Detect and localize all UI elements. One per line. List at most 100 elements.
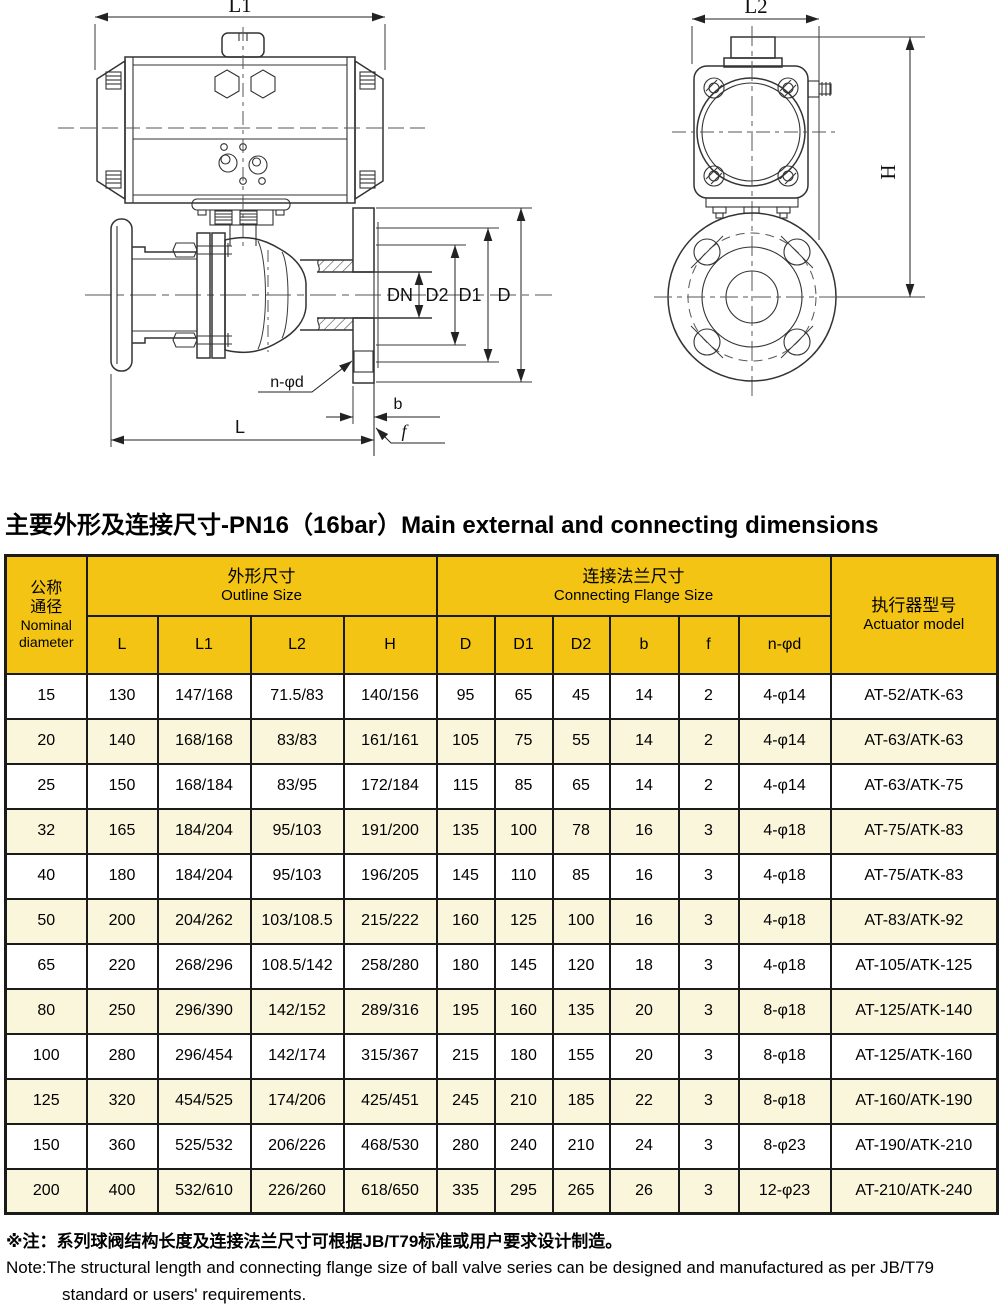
- dimension-cell: 4-φ14: [737, 672, 832, 720]
- header-actuator-zh: 执行器型号: [871, 595, 957, 615]
- dimension-cell: 289/316: [342, 987, 438, 1035]
- dimension-cell: 160: [493, 987, 554, 1035]
- header-col-L1: L1: [156, 614, 252, 675]
- table-body: 15 130 147/168 71.5/83 140/156 95 65 45 14 2 4-φ14…: [4, 672, 999, 1215]
- dimension-cell: 16: [608, 852, 680, 900]
- b-dimension: b: [326, 386, 440, 424]
- header-flange-zh: 连接法兰尺寸: [582, 566, 685, 586]
- dimension-cell: 174/206: [249, 1077, 345, 1125]
- dimension-cell: 4-φ14: [737, 717, 832, 765]
- dimension-cell: 4-φ18: [737, 852, 832, 900]
- dimension-cell: 83/83: [249, 717, 345, 765]
- dimension-cell: 184/204: [156, 852, 252, 900]
- nominal-diameter-cell: 65: [4, 942, 88, 990]
- dimension-cell: 150: [85, 762, 159, 810]
- dimension-cell: 400: [85, 1167, 159, 1215]
- header-col-L2: L2: [249, 614, 345, 675]
- dimension-cell: 215: [435, 1032, 496, 1080]
- pneumatic-actuator-end: [672, 26, 838, 398]
- dimension-cell: 95/103: [249, 807, 345, 855]
- dim-label-l1: L1: [228, 0, 251, 17]
- dimension-cell: 8-φ23: [737, 1122, 832, 1170]
- dim-label-n-phi-d: n-φd: [270, 374, 304, 391]
- h-dimension: H: [775, 36, 925, 298]
- actuator-model-cell: AT-75/ATK-83: [829, 807, 999, 855]
- dimension-cell: 4-φ14: [737, 762, 832, 810]
- table-row: 65 220 268/296 108.5/142 258/280 180 145 120 18 3…: [4, 942, 999, 990]
- dimension-cell: 75: [493, 717, 554, 765]
- dimension-cell: 204/262: [156, 897, 252, 945]
- top-boss-end: [730, 36, 776, 59]
- dimension-cell: 130: [85, 672, 159, 720]
- dimension-cell: 454/525: [156, 1077, 252, 1125]
- bolt-hole-section: [353, 350, 374, 373]
- dim-label-f: f: [401, 421, 409, 441]
- technical-drawing: L1: [0, 0, 1000, 475]
- dimension-cell: 8-φ18: [737, 1032, 832, 1080]
- dimension-cell: 240: [493, 1122, 554, 1170]
- l2-dimension: L2: [691, 0, 820, 240]
- table-row: 150 360 525/532 206/226 468/530 280 240 210 24 3 8…: [4, 1122, 999, 1170]
- dim-label-l: L: [235, 417, 245, 437]
- dimension-cell: 280: [435, 1122, 496, 1170]
- dimension-cell: 83/95: [249, 762, 345, 810]
- actuator-model-cell: AT-125/ATK-160: [829, 1032, 999, 1080]
- dimension-cell: 4-φ18: [737, 942, 832, 990]
- dimension-cell: 425/451: [342, 1077, 438, 1125]
- dimension-cell: 2: [677, 672, 740, 720]
- header-outline-zh: 外形尺寸: [227, 566, 296, 586]
- dim-label-b: b: [394, 396, 403, 413]
- dimension-cell: 155: [551, 1032, 611, 1080]
- note-zh: ※注：系列球阀结构长度及连接法兰尺寸可根据JB/T79标准或用户要求设计制造。: [6, 1232, 623, 1251]
- note-en-line2: standard or users' requirements.: [62, 1284, 307, 1304]
- air-port: [248, 155, 268, 175]
- dimension-cell: 525/532: [156, 1122, 252, 1170]
- dimension-cell: 14: [608, 762, 680, 810]
- nominal-diameter-cell: 150: [4, 1122, 88, 1170]
- header-nominal-en-line2: diameter: [19, 633, 74, 650]
- dimension-cell: 180: [493, 1032, 554, 1080]
- nominal-diameter-cell: 20: [4, 717, 88, 765]
- dimension-cell: 296/454: [156, 1032, 252, 1080]
- actuator-model-cell: AT-52/ATK-63: [829, 672, 999, 720]
- notes: ※注：系列球阀结构长度及连接法兰尺寸可根据JB/T79标准或用户要求设计制造。 …: [6, 1229, 1000, 1308]
- air-fitting: [807, 80, 832, 98]
- dimension-cell: 18: [608, 942, 680, 990]
- corner-bolt: [703, 77, 725, 99]
- valve-drawing-svg: L1: [58, 0, 925, 456]
- actuator-model-cell: AT-75/ATK-83: [829, 852, 999, 900]
- dimension-cell: 2: [677, 762, 740, 810]
- dimension-cell: 14: [608, 672, 680, 720]
- dim-label-d2: D2: [425, 285, 448, 305]
- dimension-cell: 196/205: [342, 852, 438, 900]
- bracket-end: [705, 197, 799, 219]
- actuator-model-cell: AT-190/ATK-210: [829, 1122, 999, 1170]
- dimension-cell: 115: [435, 762, 496, 810]
- f-callout: f: [375, 421, 445, 444]
- dimension-cell: 210: [493, 1077, 554, 1125]
- dimension-cell: 45: [551, 672, 611, 720]
- dimension-cell: 296/390: [156, 987, 252, 1035]
- header-col-D2: D2: [551, 614, 611, 675]
- dimension-cell: 4-φ18: [737, 807, 832, 855]
- header-col-H: H: [342, 614, 438, 675]
- dimension-cell: 140: [85, 717, 159, 765]
- dimension-cell: 195: [435, 987, 496, 1035]
- table-row: 200 400 532/610 226/260 618/650 335 295 265 26 3 1…: [4, 1167, 999, 1215]
- corner-bolt: [703, 165, 725, 187]
- dimensions-table: 公称 通径 Nominal diameter 外形尺寸 Outline Size…: [4, 554, 1000, 1215]
- dim-label-h: H: [876, 164, 900, 179]
- dimension-cell: 12-φ23: [737, 1167, 832, 1215]
- dimension-cell: 22: [608, 1077, 680, 1125]
- actuator-model-cell: AT-105/ATK-125: [829, 942, 999, 990]
- header-nominal-zh-line1: 公称: [30, 579, 63, 597]
- table-row: 80 250 296/390 142/152 289/316 195 160 135 20 3 8-…: [4, 987, 999, 1035]
- dimension-cell: 206/226: [249, 1122, 345, 1170]
- corner-bolt: [777, 165, 799, 187]
- dimension-cell: 245: [435, 1077, 496, 1125]
- table-row: 100 280 296/454 142/174 315/367 215 180 155 20 3 8…: [4, 1032, 999, 1080]
- dimension-cell: 191/200: [342, 807, 438, 855]
- dimension-cell: 16: [608, 897, 680, 945]
- table-row: 125 320 454/525 174/206 425/451 245 210 185 22 3 8…: [4, 1077, 999, 1125]
- dimension-cell: 2: [677, 717, 740, 765]
